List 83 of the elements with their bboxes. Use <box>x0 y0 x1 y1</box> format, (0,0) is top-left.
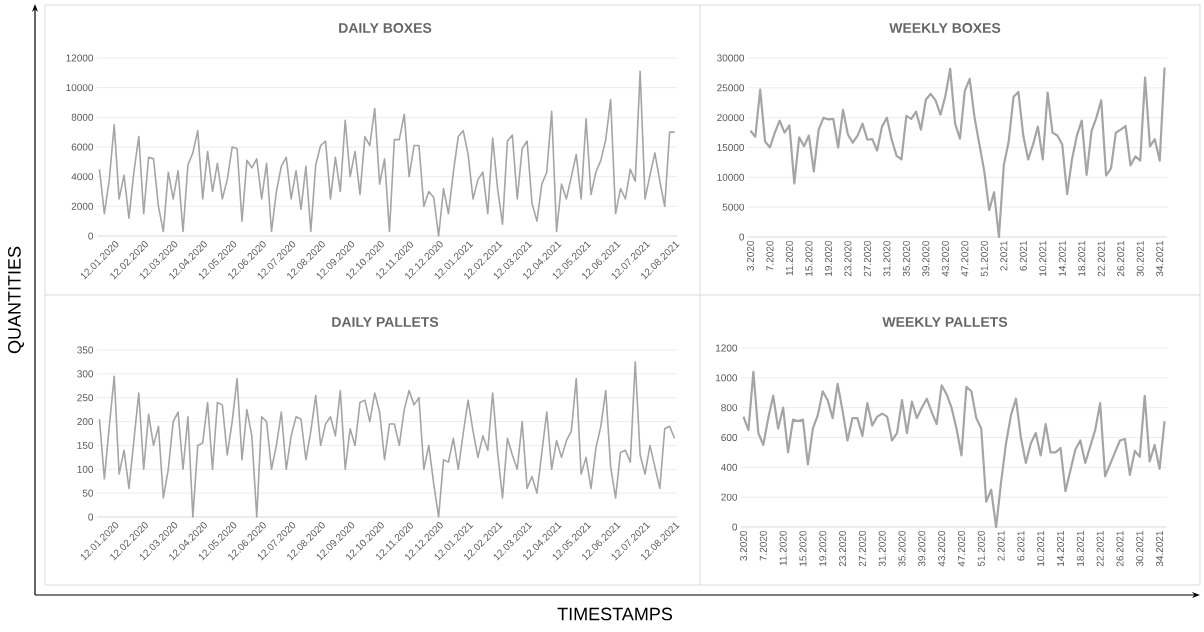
chart-title: WEEKLY PALLETS <box>882 317 1008 327</box>
y-tick-label: 50 <box>82 489 94 497</box>
line-series <box>749 66 1166 239</box>
x-tick-label: 15.2020 <box>799 530 807 566</box>
x-tick-label: 3.2020 <box>739 530 748 561</box>
x-tick-label: 18.2021 <box>1076 531 1084 566</box>
x-tick-label: 35.2020 <box>902 240 910 277</box>
x-tick-label: 47.2020 <box>957 530 965 567</box>
chart-title: WEEKLY BOXES <box>889 23 1001 33</box>
x-tick-label: 11.2020 <box>785 240 793 276</box>
x-tick-label: 31.2020 <box>883 240 891 277</box>
x-tick-label: 2.2021 <box>1000 241 1008 271</box>
y-tick-label: 5000 <box>722 203 745 211</box>
x-tick-label: 26.2021 <box>1117 241 1125 277</box>
x-tick-label: 43.2020 <box>941 240 949 277</box>
y-tick-label: 0 <box>732 523 738 531</box>
y-tick-label: 15000 <box>717 143 745 152</box>
x-tick-label: 30.2021 <box>1136 241 1144 277</box>
x-tick-label: 10.2021 <box>1037 531 1045 566</box>
x-tick-label: 19.2020 <box>819 530 827 566</box>
y-tick-label: 300 <box>77 370 94 378</box>
line-series <box>98 70 676 237</box>
y-tick-label: 200 <box>721 493 738 501</box>
x-tick-label: 43.2020 <box>938 530 946 567</box>
x-tick-label: 51.2020 <box>977 530 985 567</box>
y-tick-label: 200 <box>77 418 94 426</box>
y-tick-label: 1000 <box>716 374 738 382</box>
x-tick-label: 6.2021 <box>1017 531 1025 561</box>
x-tick-label: 15.2020 <box>805 240 813 276</box>
y-tick-label: 0 <box>88 232 94 240</box>
x-tick-label: 26.2021 <box>1116 531 1124 567</box>
x-tick-label: 31.2020 <box>878 530 886 567</box>
y-tick-label: 350 <box>77 346 94 354</box>
line-series <box>742 370 1166 529</box>
x-tick-label: 30.2021 <box>1136 531 1144 567</box>
x-tick-label: 34.2021 <box>1156 531 1164 567</box>
x-tick-label: 22.2021 <box>1097 241 1105 277</box>
x-tick-label: 27.2020 <box>863 240 871 277</box>
y-tick-label: 400 <box>721 463 738 471</box>
line-series <box>98 361 676 518</box>
y-tick-label: 0 <box>88 513 94 521</box>
x-tick-label: 34.2021 <box>1156 241 1164 277</box>
x-tick-label: 18.2021 <box>1078 241 1086 276</box>
x-tick-label: 14.2021 <box>1056 531 1065 566</box>
x-tick-label: 39.2020 <box>918 530 926 567</box>
chart-title: DAILY PALLETS <box>332 317 439 327</box>
x-tick-label: 11.2020 <box>779 530 787 566</box>
y-tick-label: 25000 <box>717 84 745 92</box>
x-tick-label: 19.2020 <box>824 240 832 276</box>
chart-title: DAILY BOXES <box>339 23 432 33</box>
y-tick-label: 250 <box>77 394 94 402</box>
x-tick-label: 35.2020 <box>898 530 906 567</box>
x-tick-label: 39.2020 <box>922 240 930 277</box>
x-tick-label: 7.2020 <box>766 240 774 271</box>
y-tick-label: 8000 <box>71 113 94 121</box>
y-tick-label: 600 <box>721 433 738 442</box>
x-tick-label: 10.2021 <box>1039 241 1047 276</box>
y-tick-label: 10000 <box>717 173 745 181</box>
x-tick-label: 6.2021 <box>1019 241 1027 271</box>
x-tick-label: 22.2021 <box>1096 531 1104 567</box>
x-tick-label: 23.2020 <box>844 240 852 277</box>
x-tick-label: 27.2020 <box>858 530 866 567</box>
y-tick-label: 0 <box>739 233 745 241</box>
y-tick-label: 800 <box>721 404 738 412</box>
x-tick-label: 51.2020 <box>980 240 988 277</box>
x-tick-label: 23.2020 <box>839 530 847 567</box>
x-tick-label: 2.2021 <box>997 531 1005 561</box>
y-tick-label: 30000 <box>717 54 745 62</box>
y-tick-label: 150 <box>77 441 94 449</box>
y-tick-label: 2000 <box>71 202 94 210</box>
y-tick-label: 10000 <box>66 84 94 92</box>
y-tick-label: 20000 <box>717 114 745 122</box>
text: TIMESTAMPS <box>557 607 673 621</box>
y-tick-label: 100 <box>77 465 94 473</box>
x-tick-label: 3.2020 <box>746 240 754 271</box>
y-tick-label: 1200 <box>716 344 738 352</box>
y-tick-label: 12000 <box>66 54 94 62</box>
x-tick-label: 14.2021 <box>1058 241 1066 276</box>
y-tick-label: 6000 <box>71 143 94 151</box>
x-tick-label: 7.2020 <box>759 530 767 561</box>
y-tick-label: 4000 <box>71 173 94 181</box>
x-tick-label: 47.2020 <box>961 240 969 277</box>
text: QUANTITIES <box>8 246 24 354</box>
